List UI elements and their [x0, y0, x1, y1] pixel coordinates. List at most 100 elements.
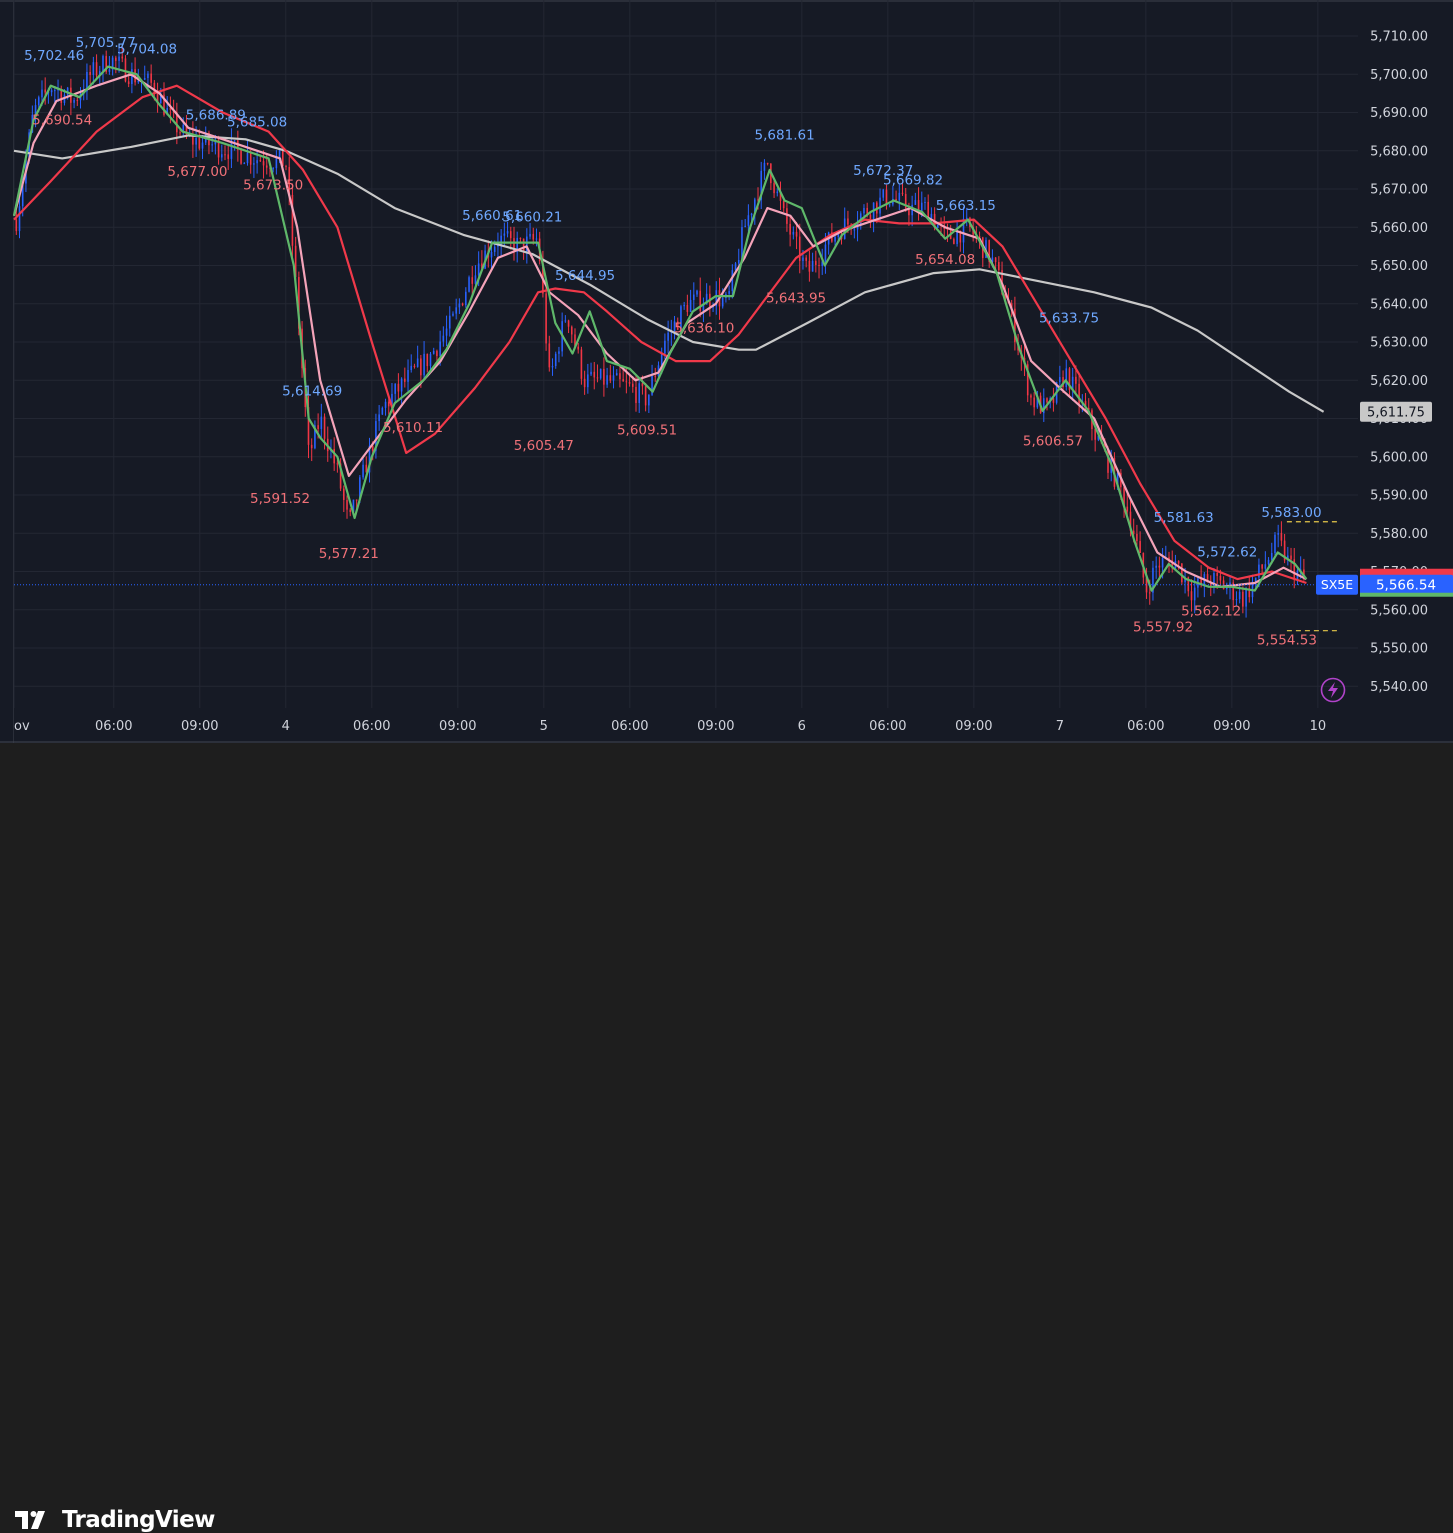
candle-body: [455, 307, 457, 314]
candle-body: [1193, 587, 1196, 601]
candle-body: [500, 235, 502, 245]
candle-body: [262, 161, 265, 166]
high-annotation: 5,660.61: [462, 208, 522, 224]
candle-body: [387, 401, 390, 407]
moving-average-line-2: [13, 84, 1307, 585]
candle-body: [721, 297, 724, 307]
candle-body: [227, 154, 230, 159]
price-chart[interactable]: 5,540.005,550.005,560.005,570.005,580.00…: [0, 0, 1453, 743]
chart-frame: 5,540.005,550.005,560.005,570.005,580.00…: [0, 0, 1453, 743]
candle-body: [747, 215, 750, 226]
candle-body: [631, 383, 634, 387]
candle-body: [1116, 472, 1119, 487]
candle-body: [243, 163, 246, 165]
candle-body: [137, 80, 140, 83]
last-price-tag[interactable]: [1360, 574, 1453, 595]
candle-body: [1226, 587, 1228, 590]
candle-body: [224, 154, 226, 156]
low-annotation: 5,673.50: [243, 178, 303, 194]
candle-body: [1235, 599, 1238, 601]
candle-body: [1171, 560, 1174, 569]
candle-body: [54, 90, 56, 92]
candle-body: [532, 233, 535, 240]
candle-body: [673, 321, 676, 332]
candle-body: [554, 353, 557, 367]
candle-body: [159, 94, 162, 104]
high-annotation: 5,704.08: [117, 42, 177, 58]
candle-body: [320, 416, 323, 429]
y-tick-label: 5,670.00: [1370, 183, 1428, 198]
y-tick-label: 5,650.00: [1370, 259, 1428, 274]
candle-body: [423, 353, 425, 376]
candle-body: [44, 89, 46, 93]
candle-body: [1078, 383, 1080, 404]
y-tick-label: 5,600.00: [1370, 450, 1428, 465]
candle-body: [689, 299, 692, 312]
candle-body: [869, 214, 872, 220]
y-tick-label: 5,690.00: [1370, 106, 1428, 121]
candle-body: [667, 332, 669, 341]
candle-body: [917, 200, 920, 212]
candle-body: [644, 386, 647, 406]
candle-body: [121, 56, 124, 59]
candle-body: [1158, 565, 1161, 568]
candle-body: [924, 201, 926, 203]
candle-body: [782, 200, 785, 209]
candle-body: [76, 99, 79, 101]
candle-body: [516, 237, 518, 252]
candle-body: [233, 140, 236, 142]
moving-average-line-4: [12, 65, 1308, 592]
candle-body: [834, 236, 836, 242]
high-annotation: 5,672.37: [853, 163, 913, 179]
candle-body: [1242, 591, 1244, 607]
candle-body: [1036, 395, 1039, 408]
lightning-icon[interactable]: [1328, 682, 1338, 698]
candle-body: [564, 320, 567, 322]
candle-body: [1190, 591, 1193, 601]
candle-body: [307, 407, 310, 445]
candle-body: [773, 183, 775, 194]
candle-body: [1097, 435, 1100, 440]
candle-body: [169, 108, 172, 110]
moving-average-line-3: [12, 73, 1307, 588]
candle-body: [879, 197, 881, 214]
candle-body: [163, 94, 165, 115]
candle-body: [818, 264, 820, 267]
brand[interactable]: TradingView: [14, 1507, 215, 1533]
candle-body: [362, 464, 364, 478]
candle-body: [683, 304, 685, 307]
candle-body: [256, 160, 258, 164]
y-tick-label: 5,630.00: [1370, 336, 1428, 351]
candle-body: [1200, 578, 1202, 585]
candle-body: [680, 306, 682, 330]
high-annotation: 5,633.75: [1039, 311, 1099, 327]
x-tick-label: 5: [540, 719, 548, 734]
candle-body: [526, 236, 528, 253]
candle-body: [253, 163, 255, 165]
candle-body: [404, 378, 406, 382]
candle-body: [1216, 573, 1218, 576]
candle-body: [702, 304, 705, 311]
candle-body: [863, 207, 865, 214]
candle-body: [131, 69, 133, 84]
low-annotation: 5,610.11: [383, 420, 443, 436]
y-tick-label: 5,700.00: [1370, 68, 1428, 83]
candle-body: [1274, 534, 1276, 554]
candle-body: [686, 304, 689, 312]
candle-body: [1148, 592, 1151, 594]
x-tick-label: 09:00: [697, 719, 734, 734]
candle-body: [275, 157, 278, 169]
candle-body: [699, 290, 702, 311]
x-tick-label: 09:00: [955, 719, 992, 734]
ma-value-tag-label: 5,611.75: [1367, 405, 1425, 420]
candle-body: [314, 425, 316, 449]
candle-body: [587, 374, 589, 388]
candle-body: [1126, 506, 1129, 512]
candle-body: [272, 168, 274, 170]
lightning-button[interactable]: [1320, 677, 1346, 703]
candle-body: [978, 236, 981, 238]
symbol-tag[interactable]: [1316, 574, 1358, 595]
x-tick-label: 09:00: [439, 719, 476, 734]
candle-body: [1187, 577, 1190, 592]
candle-body: [648, 394, 650, 406]
